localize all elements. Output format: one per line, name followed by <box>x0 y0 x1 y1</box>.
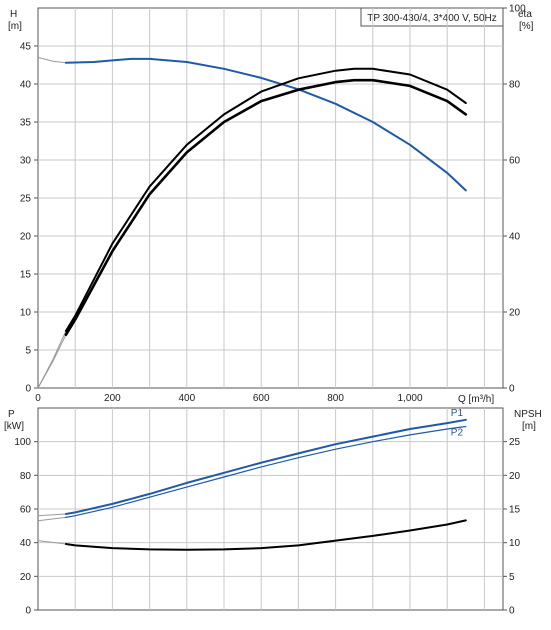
head-curve <box>64 57 467 192</box>
pump-title: TP 300-430/4, 3*400 V, 50Hz <box>367 13 497 24</box>
head-tick-label: 25 <box>20 194 32 205</box>
npsh-tick-label: 25 <box>509 437 521 448</box>
eta-tick-label: 100 <box>509 4 526 15</box>
head-axis-unit: [m] <box>8 21 22 32</box>
head-tick-label: 30 <box>20 156 32 167</box>
head-curve-extrapolated <box>37 56 66 64</box>
x-tick-label: 200 <box>104 393 121 404</box>
npsh-curve <box>64 519 467 551</box>
npsh-tick-label: 0 <box>509 606 515 617</box>
head-tick-label: 45 <box>20 42 32 53</box>
head-tick-label: 10 <box>20 308 32 319</box>
npsh-tick-label: 10 <box>509 538 521 549</box>
lower-grid <box>38 408 503 610</box>
head-tick-label: 0 <box>25 384 31 395</box>
lower-tick-labels: 0 20 40 60 80 100 0 5 10 15 20 25 <box>14 437 520 616</box>
power-tick-label: 100 <box>14 437 31 448</box>
series-label-p1: P1 <box>451 408 464 419</box>
x-tick-label: 400 <box>178 393 195 404</box>
power-tick-label: 80 <box>20 471 32 482</box>
npsh-tick-label: 15 <box>509 505 521 516</box>
power-p1-curve-extrapolated <box>37 513 66 517</box>
efficiency-curve-outer <box>64 67 467 332</box>
head-tick-label: 5 <box>25 346 31 357</box>
eta-tick-label: 40 <box>509 232 521 243</box>
npsh-tick-label: 20 <box>509 471 521 482</box>
upper-series <box>37 56 468 389</box>
efficiency-curve-outer-extrapolated <box>37 330 67 389</box>
upper-grid <box>38 8 503 388</box>
efficiency-curve-inner <box>64 78 468 337</box>
npsh-tick-label: 5 <box>509 572 515 583</box>
npsh-axis-label: NPSH <box>514 409 542 420</box>
eta-tick-label: 0 <box>509 384 515 395</box>
x-tick-label: 600 <box>253 393 270 404</box>
eta-axis-unit: [%] <box>519 21 534 32</box>
npsh-curve-extrapolated <box>37 540 66 545</box>
head-tick-label: 20 <box>20 232 32 243</box>
power-axis-label: P <box>8 409 15 420</box>
head-axis-label: H <box>10 9 17 20</box>
lower-series: P1 P2 <box>37 408 467 551</box>
power-tick-label: 0 <box>25 606 31 617</box>
series-label-p2: P2 <box>451 428 464 439</box>
head-tick-label: 40 <box>20 80 32 91</box>
eta-tick-label: 60 <box>509 156 521 167</box>
upper-tick-labels: 0 200 400 600 800 1,000 0 5 10 15 20 25 30 35 40 45 0 20 4… <box>20 4 526 405</box>
pump-title-box <box>360 7 504 27</box>
x-tick-label: 800 <box>327 393 344 404</box>
power-axis-unit-text: [kW] <box>4 421 24 432</box>
efficiency-curve-inner-extrapolated <box>37 334 67 389</box>
head-tick-label: 15 <box>20 270 32 281</box>
power-tick-label: 20 <box>20 572 32 583</box>
npsh-axis-unit: [m] <box>522 421 536 432</box>
power-tick-label: 60 <box>20 505 32 516</box>
eta-tick-label: 80 <box>509 80 521 91</box>
flow-axis-label: Q [m³/h] <box>458 394 494 405</box>
power-p2-curve <box>65 425 467 518</box>
power-p1-curve <box>64 418 467 515</box>
x-tick-label: 0 <box>35 393 41 404</box>
head-tick-label: 35 <box>20 118 32 129</box>
eta-tick-label: 20 <box>509 308 521 319</box>
power-tick-label: 40 <box>20 538 32 549</box>
eta-axis-label: eta <box>518 9 532 20</box>
power-p2-curve-extrapolated <box>37 516 66 522</box>
x-tick-label: 1,000 <box>397 393 422 404</box>
